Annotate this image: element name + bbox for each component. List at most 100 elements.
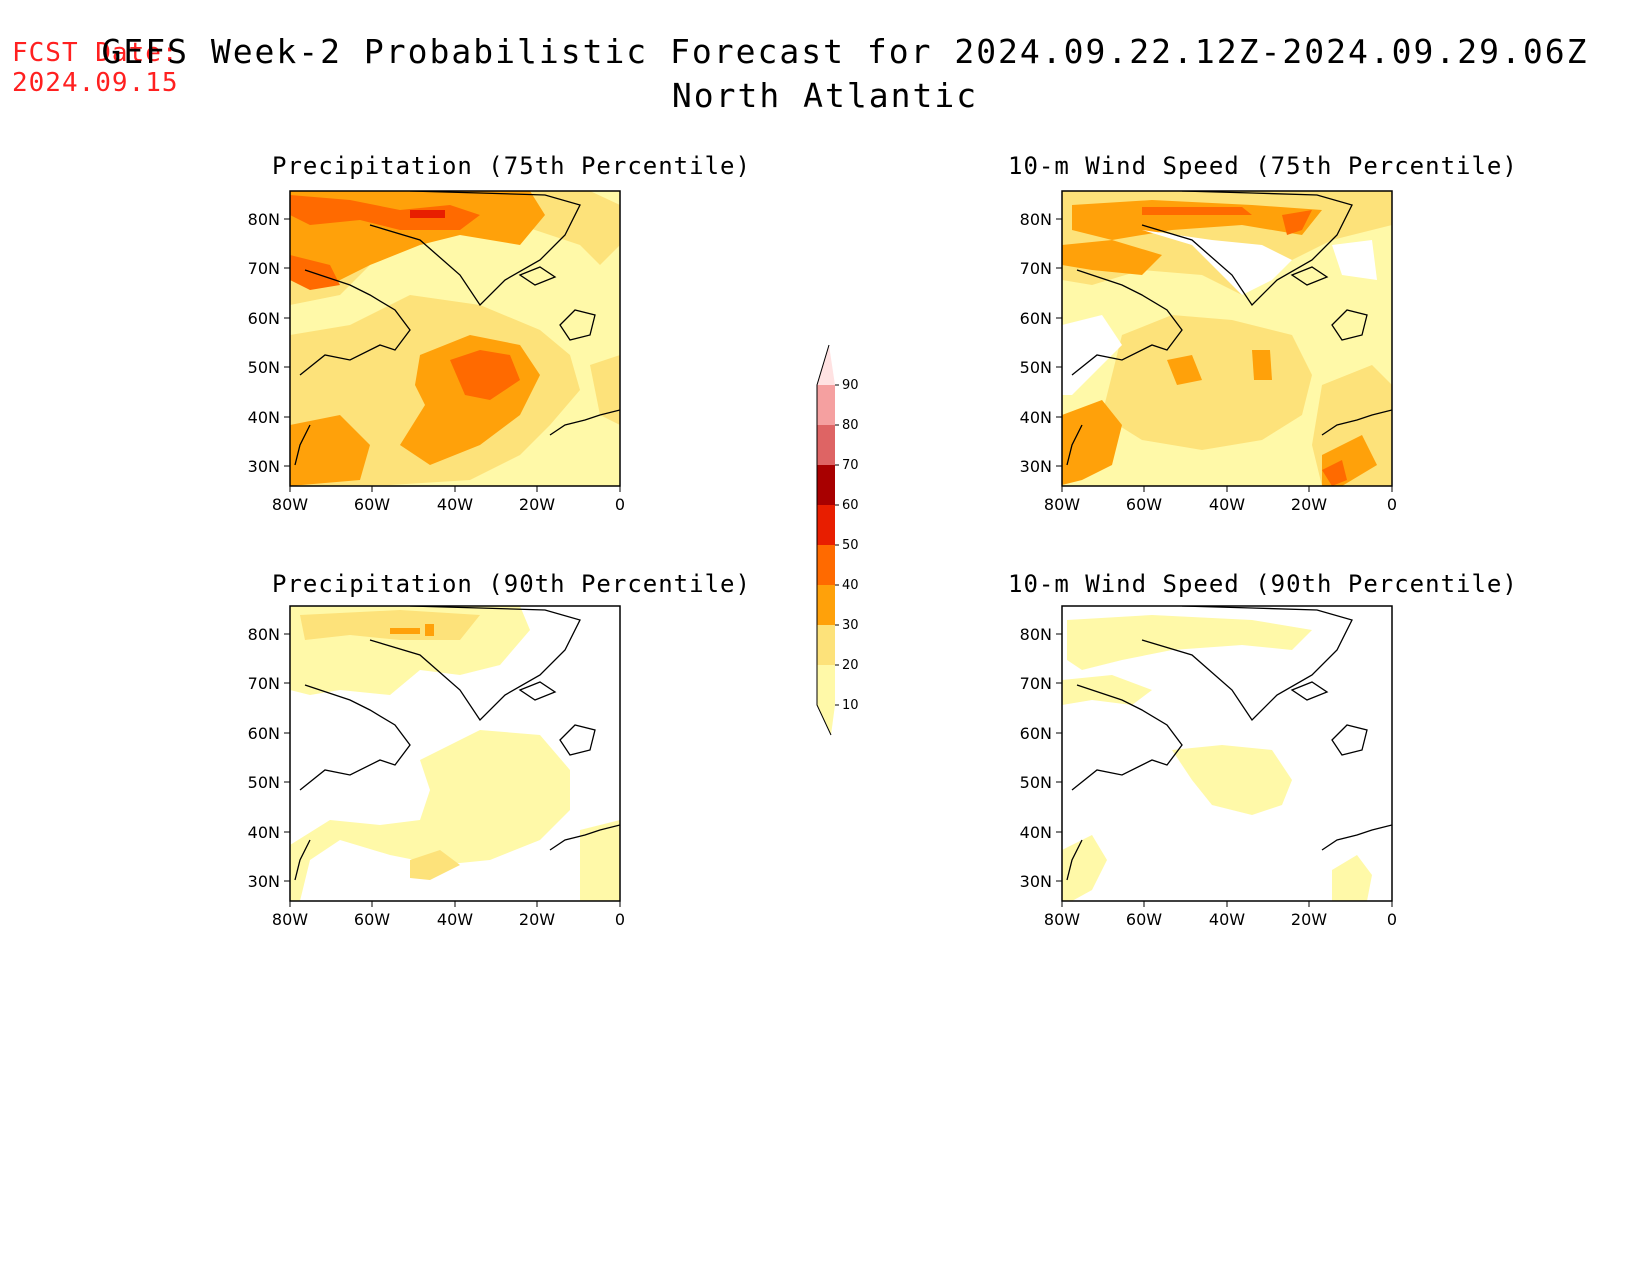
lat-tick-label: 50N (248, 358, 280, 377)
lat-tick-label: 60N (1020, 309, 1052, 328)
colorbar-label: 90 (842, 378, 859, 393)
lon-tick-label: 40W (1209, 495, 1245, 514)
field-40 (1282, 210, 1312, 235)
lat-tick-label: 50N (1020, 773, 1052, 792)
field-40 (450, 350, 520, 400)
lat-tick-label: 80N (248, 210, 280, 229)
region-subtitle: North Atlantic (671, 76, 979, 115)
colorbar-segment (817, 625, 835, 665)
lon-tick-label: 20W (1291, 495, 1327, 514)
field-50 (410, 210, 445, 218)
map-precip-75: 80N 70N 60N 50N 40N 30N 80W 60W 40W 20W 0 (248, 190, 625, 514)
forecast-date-block: FCST Date: 2024.09.15 (12, 38, 179, 98)
field-20 (300, 610, 480, 640)
lon-tick-label: 80W (272, 910, 308, 929)
lat-tick-label: 30N (1020, 457, 1052, 476)
panel-title-wind-90: 10-m Wind Speed (90th Percentile) (1008, 570, 1518, 598)
panel-title-precip-75: Precipitation (75th Percentile) (272, 152, 751, 180)
lon-tick-label: 40W (437, 495, 473, 514)
lat-tick-label: 50N (1020, 358, 1052, 377)
field-10 (1062, 835, 1107, 901)
lat-tick-label: 40N (1020, 408, 1052, 427)
lat-tick-label: 60N (1020, 724, 1052, 743)
land-blank (1062, 315, 1122, 395)
panel-title-wind-75: 10-m Wind Speed (75th Percentile) (1008, 152, 1518, 180)
field-30 (290, 415, 370, 486)
field-30 (1252, 350, 1272, 380)
colorbar-outline (816, 344, 832, 736)
forecast-date-value: 2024.09.15 (12, 68, 179, 98)
lat-tick-label: 50N (248, 773, 280, 792)
colorbar-segment (817, 425, 835, 465)
lon-tick-label: 60W (354, 495, 390, 514)
lat-tick-label: 70N (248, 259, 280, 278)
field-30 (1167, 355, 1202, 385)
coastline (1066, 606, 1392, 881)
colorbar-upper-tip (817, 345, 835, 385)
lon-tick-label: 40W (437, 910, 473, 929)
field-10 (1172, 745, 1292, 815)
lon-tick-label: 0 (615, 910, 625, 929)
field-30 (1062, 400, 1122, 485)
panel-title-precip-90: Precipitation (90th Percentile) (272, 570, 751, 598)
lat-tick-label: 30N (248, 457, 280, 476)
lon-tick-label: 40W (1209, 910, 1245, 929)
land-blank (1332, 240, 1377, 280)
lat-tick-label: 70N (248, 674, 280, 693)
main-title: GEFS Week-2 Probabilistic Forecast for 2… (101, 32, 1589, 71)
colorbar-label: 80 (842, 418, 859, 433)
forecast-date-label: FCST Date: (12, 38, 179, 68)
lat-tick-label: 60N (248, 724, 280, 743)
lon-tick-label: 0 (1387, 910, 1397, 929)
colorbar-segment (817, 385, 835, 425)
field-10 (1332, 855, 1372, 901)
colorbar-segment (817, 465, 835, 505)
lat-tick-label: 70N (1020, 259, 1052, 278)
lon-tick-label: 60W (354, 910, 390, 929)
lon-tick-label: 20W (1291, 910, 1327, 929)
colorbar-label: 40 (842, 578, 859, 593)
colorbar-segment (817, 545, 835, 585)
field-20 (1102, 315, 1312, 450)
lon-tick-label: 20W (519, 910, 555, 929)
colorbar-segment (817, 585, 835, 625)
field-40 (1142, 207, 1252, 215)
lat-tick-label: 80N (1020, 625, 1052, 644)
lon-tick-label: 0 (615, 495, 625, 514)
colorbar-label: 30 (842, 618, 859, 633)
coastline (294, 191, 620, 466)
colorbar-segment (817, 505, 835, 545)
lat-tick-label: 80N (1020, 210, 1052, 229)
colorbar: 10 20 30 40 50 60 70 80 90 (816, 344, 859, 736)
lat-tick-label: 30N (1020, 872, 1052, 891)
colorbar-label: 20 (842, 658, 859, 673)
field-40 (1322, 460, 1347, 486)
field-10 (290, 730, 570, 901)
colorbar-label: 50 (842, 538, 859, 553)
map-wind-75: 80N 70N 60N 50N 40N 30N 80W 60W 40W 20W 0 (1020, 190, 1397, 514)
field-20 (410, 850, 460, 880)
lon-tick-label: 80W (1044, 495, 1080, 514)
colorbar-segment (817, 665, 835, 705)
field-20 (590, 355, 620, 425)
colorbar-lower-tip (817, 705, 835, 735)
lat-tick-label: 70N (1020, 674, 1052, 693)
lon-tick-label: 20W (519, 495, 555, 514)
colorbar-label: 60 (842, 498, 859, 513)
coastline (1066, 191, 1392, 466)
field-30 (425, 624, 434, 636)
lat-tick-label: 40N (248, 408, 280, 427)
lon-tick-label: 60W (1126, 910, 1162, 929)
lat-tick-label: 40N (248, 823, 280, 842)
colorbar-label: 10 (842, 698, 859, 713)
lon-tick-label: 80W (272, 495, 308, 514)
field-40 (290, 255, 340, 290)
colorbar-label: 70 (842, 458, 859, 473)
lat-tick-label: 30N (248, 872, 280, 891)
field-30 (1072, 200, 1322, 240)
lat-tick-label: 60N (248, 309, 280, 328)
field-30 (1062, 240, 1162, 275)
map-wind-90: 80N 70N 60N 50N 40N 30N 80W 60W 40W 20W 0 (1020, 605, 1397, 929)
coastline (294, 606, 620, 881)
lon-tick-label: 80W (1044, 910, 1080, 929)
